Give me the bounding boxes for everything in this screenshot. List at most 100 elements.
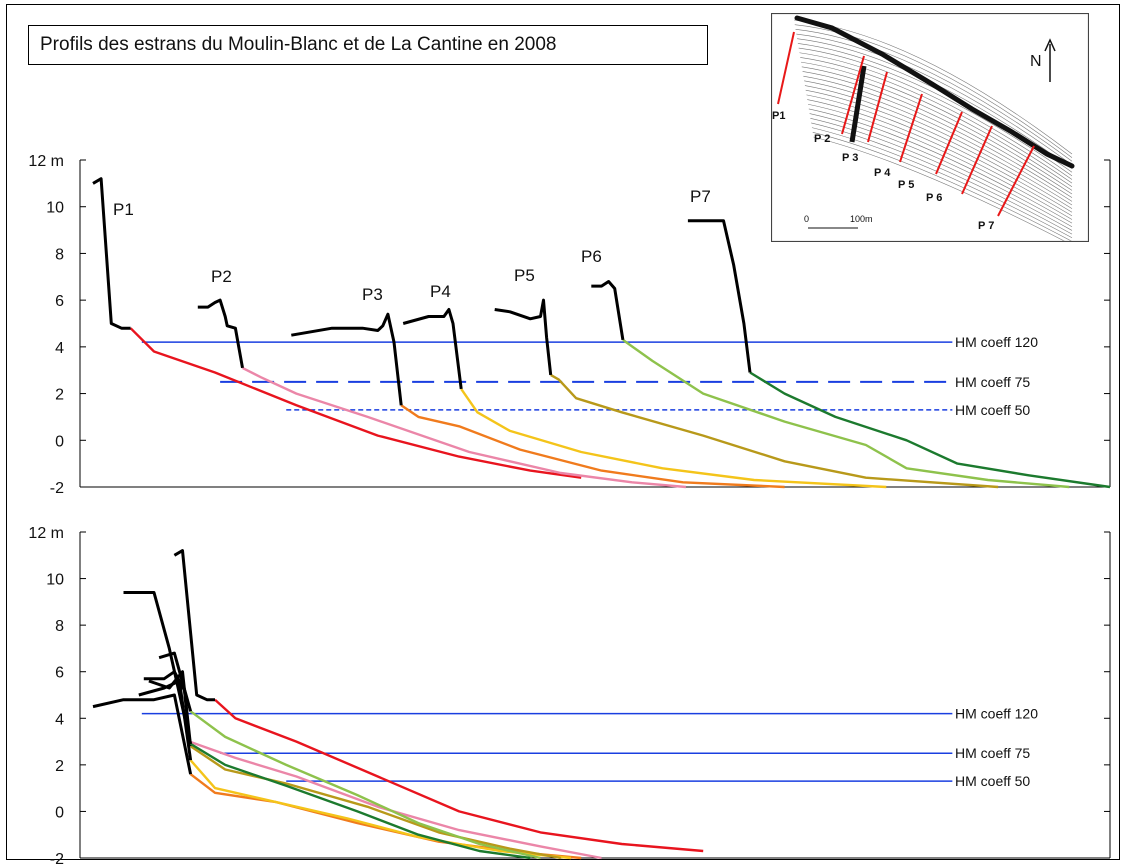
series-label-p3: P3	[362, 285, 383, 304]
series-line-p6-lower	[189, 710, 541, 860]
map-contour	[805, 89, 1073, 209]
series-line-p1-upper	[173, 549, 215, 702]
map-profile-line	[841, 55, 865, 135]
y-tick-label: 10	[46, 200, 64, 217]
y-tick-label: 8	[55, 618, 64, 635]
north-label: N	[1030, 53, 1042, 70]
y-tick-label: 0	[55, 433, 64, 450]
map-scale-start: 0	[804, 214, 809, 224]
map-contour	[802, 71, 1073, 195]
map-contour	[807, 99, 1073, 217]
map-profile-label: P1	[772, 110, 785, 122]
series-label-p5: P5	[514, 266, 535, 285]
map-channel	[849, 65, 867, 143]
inset-map-canvas: P1 P 2 P 3 P 4 P 5 P 6 P 7 N 0 100m	[772, 14, 1088, 241]
map-contour	[795, 29, 1073, 162]
series-line-p4-upper	[402, 308, 463, 390]
map-profile-line	[961, 125, 993, 195]
map-profile-label: P 5	[898, 179, 914, 191]
reference-line-label: HM coeff 50	[955, 773, 1030, 789]
series-label-p6: P6	[581, 247, 602, 266]
series-line-p2-lower	[189, 740, 602, 860]
series-label-p7: P7	[690, 187, 711, 206]
map-contour	[811, 122, 1073, 235]
inset-map: P1 P 2 P 3 P 4 P 5 P 6 P 7 N 0 100m	[771, 13, 1089, 242]
chart-title-box: Profils des estrans du Moulin-Blanc et d…	[28, 25, 708, 65]
map-profile-line	[935, 111, 963, 175]
map-contour	[800, 61, 1073, 188]
series-label-p2: P2	[211, 267, 232, 286]
map-contour	[807, 103, 1073, 220]
series-line-p2-lower	[241, 366, 687, 489]
y-tick-label: 8	[55, 246, 64, 263]
series-line-p2-upper	[197, 298, 244, 369]
map-contour	[800, 57, 1073, 184]
y-tick-label: 10	[46, 572, 64, 589]
series-line-p4-lower	[189, 759, 572, 860]
series-line-p5-lower	[550, 373, 999, 489]
series-line-p3-lower	[189, 773, 582, 860]
series-line-p5-lower	[189, 745, 562, 860]
series-line-p7-upper	[123, 591, 193, 745]
chart-title: Profils des estrans du Moulin-Blanc et d…	[40, 34, 557, 55]
reference-line-label: HM coeff 50	[955, 402, 1030, 418]
map-profile-line	[899, 93, 923, 163]
series-line-p1-lower	[129, 327, 582, 479]
series-line-p6-upper	[591, 280, 625, 341]
reference-line-label: HM coeff 120	[955, 706, 1038, 722]
y-tick-label: 6	[55, 293, 64, 310]
y-tick-label: 2	[55, 758, 64, 775]
map-contour	[801, 66, 1073, 191]
map-profile-label: P 6	[926, 192, 942, 204]
y-tick-label: 12 m	[28, 525, 64, 542]
series-line-p3-upper	[291, 312, 403, 406]
map-profile-line	[777, 31, 795, 105]
map-contour	[796, 33, 1073, 166]
map-contour	[813, 136, 1065, 241]
map-contour	[809, 113, 1073, 228]
map-profile-line	[867, 71, 888, 143]
series-line-p7-lower	[189, 742, 531, 860]
series-label-p4: P4	[430, 282, 451, 301]
map-shoreline	[794, 15, 1075, 169]
series-line-p1-upper	[92, 177, 131, 330]
reference-line-label: HM coeff 75	[955, 745, 1030, 761]
y-tick-label: 12 m	[28, 153, 64, 170]
map-scale-label: 100m	[850, 214, 873, 224]
panel-bottom: 12 m 10 8 6 4 2 0 -2 HM coeff 120 HM coeff 75 HM c…	[28, 525, 1111, 866]
series-line-p6-lower	[622, 338, 1070, 489]
series-line-p4-lower	[460, 388, 887, 489]
series-line-p3-upper	[92, 693, 193, 775]
map-contour	[811, 127, 1073, 238]
series-line-p6-upper	[158, 651, 193, 712]
map-contour	[804, 80, 1073, 202]
series-line-p5-upper	[494, 298, 553, 376]
y-tick-label: 6	[55, 665, 64, 682]
y-tick-label: -2	[50, 480, 64, 497]
map-contour	[812, 132, 1072, 241]
map-contour	[803, 75, 1073, 198]
series-line-p7-lower	[749, 371, 1111, 489]
y-tick-label: 4	[55, 711, 64, 728]
y-tick-label: -2	[50, 851, 64, 866]
map-profile-label: P 2	[814, 133, 830, 145]
series-line-p4-upper	[138, 679, 193, 761]
reference-line-label: HM coeff 120	[955, 334, 1038, 350]
map-profile-label: P 4	[874, 167, 891, 179]
series-line-p1-lower	[214, 698, 704, 853]
series-line-p7-upper	[687, 219, 752, 373]
y-tick-label: 0	[55, 804, 64, 821]
map-profile-label: P 3	[842, 152, 858, 164]
map-contour	[798, 47, 1073, 177]
map-contour	[804, 85, 1073, 206]
map-contour	[808, 108, 1073, 224]
y-tick-label: 2	[55, 387, 64, 404]
series-line-p3-lower	[400, 404, 785, 489]
reference-line-label: HM coeff 75	[955, 374, 1030, 390]
map-contour	[794, 24, 1073, 158]
map-contour	[806, 94, 1073, 213]
y-tick-label: 4	[55, 340, 64, 357]
map-profile-line	[997, 145, 1035, 217]
north-arrow-head-icon	[1044, 38, 1056, 52]
